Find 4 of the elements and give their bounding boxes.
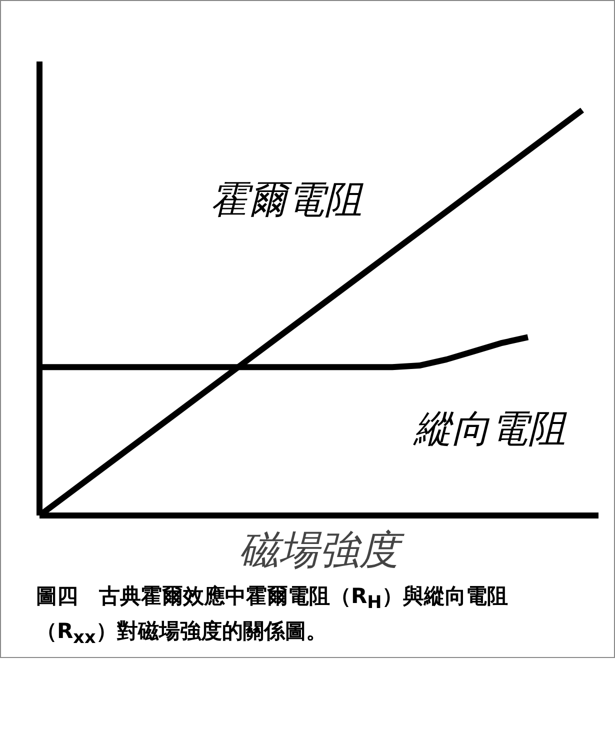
- series-label: 縱向電阻: [412, 406, 567, 450]
- series-label: 霍爾電阻: [210, 177, 364, 222]
- x-axis-title: 磁場強度: [239, 528, 405, 574]
- text: 圖四 古典霍爾效應中霍爾電阻（R$_{H}$）與縱向電阻（R$_{xx}$）對磁場強度的關係圖。: [36, 584, 508, 649]
